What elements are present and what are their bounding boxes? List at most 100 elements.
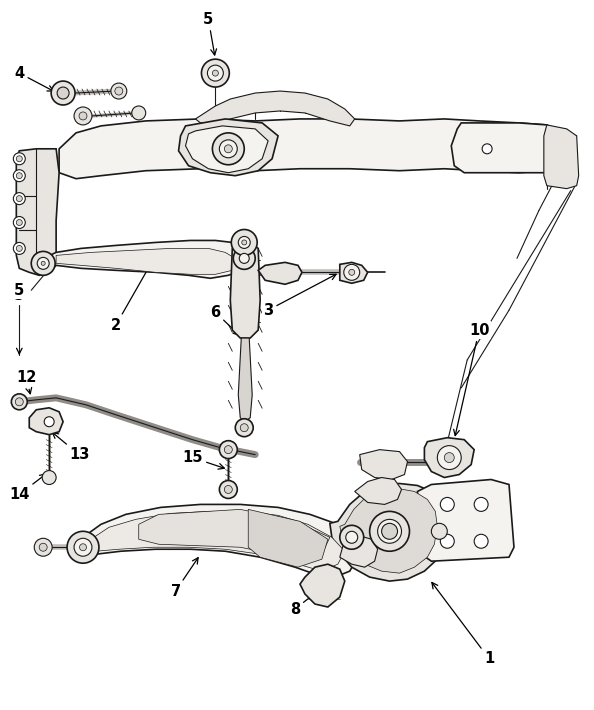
Text: 14: 14 <box>9 474 46 502</box>
Circle shape <box>225 446 232 454</box>
Polygon shape <box>16 149 59 275</box>
Circle shape <box>74 107 92 125</box>
Circle shape <box>240 424 248 432</box>
Circle shape <box>16 155 23 162</box>
Text: 13: 13 <box>52 432 89 462</box>
Circle shape <box>111 83 127 99</box>
Text: 12: 12 <box>16 371 36 394</box>
Polygon shape <box>195 91 355 126</box>
Polygon shape <box>418 479 514 561</box>
Circle shape <box>13 217 26 229</box>
Circle shape <box>378 519 402 543</box>
Polygon shape <box>544 125 579 189</box>
Text: 4: 4 <box>14 65 53 91</box>
Circle shape <box>349 269 355 275</box>
Circle shape <box>213 70 219 76</box>
Polygon shape <box>86 511 345 571</box>
Circle shape <box>474 498 488 511</box>
Circle shape <box>80 544 87 551</box>
Polygon shape <box>451 123 564 173</box>
Circle shape <box>239 253 249 263</box>
Text: 6: 6 <box>210 305 239 335</box>
Circle shape <box>13 153 26 165</box>
Polygon shape <box>59 119 564 179</box>
Circle shape <box>346 531 358 543</box>
Polygon shape <box>29 408 63 435</box>
Circle shape <box>225 145 232 153</box>
Circle shape <box>16 196 23 202</box>
Circle shape <box>219 481 237 498</box>
Circle shape <box>42 471 56 484</box>
Text: 7: 7 <box>170 557 198 599</box>
Circle shape <box>384 526 394 536</box>
Circle shape <box>34 538 52 556</box>
Text: 2: 2 <box>111 259 154 332</box>
Text: 8: 8 <box>290 594 315 616</box>
Polygon shape <box>248 509 328 567</box>
Polygon shape <box>258 263 302 284</box>
Circle shape <box>440 535 454 548</box>
Text: 3: 3 <box>263 274 336 317</box>
Circle shape <box>225 486 232 493</box>
Circle shape <box>44 417 54 427</box>
Circle shape <box>340 525 364 550</box>
Circle shape <box>13 192 26 204</box>
Polygon shape <box>340 263 368 283</box>
Circle shape <box>67 531 99 563</box>
Polygon shape <box>238 338 252 422</box>
Circle shape <box>381 523 397 540</box>
Text: 5: 5 <box>14 288 24 302</box>
Circle shape <box>207 65 223 81</box>
Circle shape <box>219 140 237 158</box>
Circle shape <box>16 173 23 179</box>
Circle shape <box>39 543 47 551</box>
Polygon shape <box>300 564 345 607</box>
Polygon shape <box>179 119 278 175</box>
Circle shape <box>437 446 461 469</box>
Circle shape <box>31 251 55 275</box>
Circle shape <box>444 452 454 463</box>
Circle shape <box>15 398 23 406</box>
Circle shape <box>235 419 253 437</box>
Text: 10: 10 <box>454 322 489 436</box>
Circle shape <box>369 511 409 551</box>
Circle shape <box>201 59 229 87</box>
Circle shape <box>231 229 257 256</box>
Polygon shape <box>360 449 407 479</box>
Circle shape <box>13 170 26 182</box>
Circle shape <box>57 87 69 99</box>
Polygon shape <box>139 509 330 559</box>
Circle shape <box>37 258 49 269</box>
Polygon shape <box>230 244 260 338</box>
Circle shape <box>16 246 23 251</box>
Text: 15: 15 <box>182 450 225 469</box>
Circle shape <box>16 219 23 226</box>
Text: 9: 9 <box>369 469 381 499</box>
Circle shape <box>13 242 26 254</box>
Circle shape <box>132 106 146 120</box>
Circle shape <box>482 144 492 154</box>
Circle shape <box>242 240 247 245</box>
Circle shape <box>233 247 255 269</box>
Text: 1: 1 <box>432 582 494 666</box>
Circle shape <box>41 261 45 266</box>
Circle shape <box>213 133 244 165</box>
Polygon shape <box>73 504 358 577</box>
Circle shape <box>11 394 27 410</box>
Polygon shape <box>56 248 238 274</box>
Polygon shape <box>424 437 474 478</box>
Circle shape <box>79 112 87 120</box>
Circle shape <box>344 264 360 280</box>
Circle shape <box>474 535 488 548</box>
Text: 5: 5 <box>14 283 24 297</box>
Circle shape <box>219 441 237 459</box>
Circle shape <box>115 87 123 95</box>
Circle shape <box>431 523 447 540</box>
Polygon shape <box>330 484 447 581</box>
Polygon shape <box>185 126 268 173</box>
Polygon shape <box>340 488 437 573</box>
Circle shape <box>238 236 250 248</box>
Circle shape <box>51 81 75 105</box>
Circle shape <box>74 538 92 556</box>
Text: 11: 11 <box>473 517 500 532</box>
